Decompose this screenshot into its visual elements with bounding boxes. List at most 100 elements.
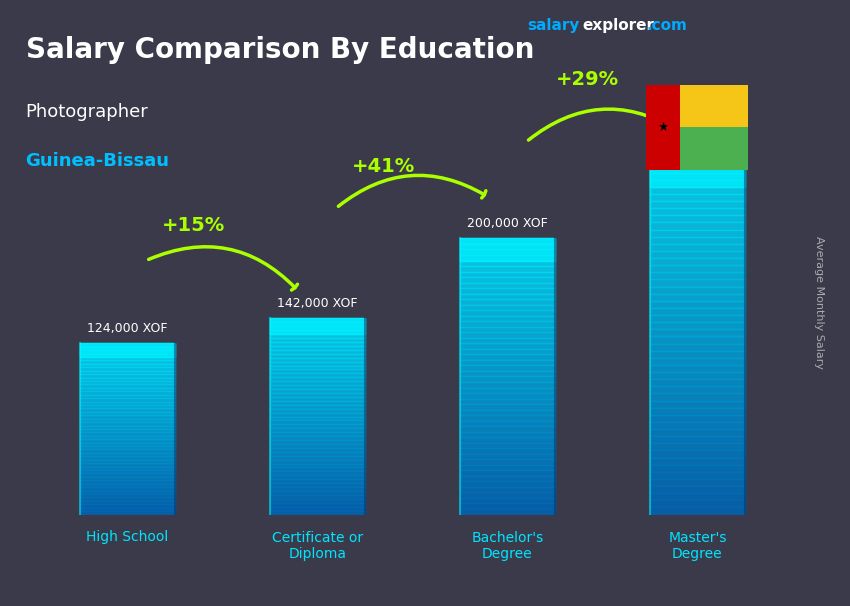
Bar [460,410,555,415]
Bar [80,364,174,367]
Bar [650,450,745,458]
Bar [269,338,365,342]
Bar [80,354,174,357]
Bar [650,272,745,279]
Bar [650,308,745,315]
Text: 200,000 XOF: 200,000 XOF [467,217,547,230]
Bar [269,511,365,514]
Bar [80,501,174,504]
Text: explorer: explorer [582,18,654,33]
Bar [269,483,365,487]
Bar [650,486,745,493]
Text: .com: .com [646,18,687,33]
Bar [269,507,365,511]
Bar [460,332,555,338]
Bar [650,165,745,173]
Bar [80,388,174,391]
Bar [460,454,555,459]
Bar [269,354,365,358]
Bar [269,319,365,322]
Bar [269,389,365,393]
Text: +15%: +15% [162,216,225,236]
Bar [460,365,555,371]
Bar [460,426,555,431]
Bar [269,424,365,428]
Bar [80,460,174,463]
Bar [460,481,555,487]
Bar [650,301,745,308]
Bar [80,384,174,388]
Bar [460,443,555,448]
Bar [269,499,365,503]
Bar [80,391,174,395]
Bar [650,472,745,479]
Bar [650,244,745,251]
Bar [80,419,174,422]
Bar [269,448,365,452]
Bar [650,315,745,322]
Bar [650,465,745,472]
Bar [650,372,745,379]
Bar [269,456,365,459]
Bar [269,327,365,330]
Bar [80,504,174,508]
Bar [80,467,174,470]
Bar [80,405,174,408]
Bar [269,464,365,467]
Bar [269,452,365,456]
Bar [269,471,365,475]
Bar [269,405,365,408]
Bar [269,362,365,365]
Bar [80,484,174,487]
Bar [650,408,745,415]
Bar [460,294,555,299]
Bar [269,397,365,401]
Bar [460,288,555,294]
Bar [650,251,745,258]
Bar [269,416,365,421]
Bar [460,498,555,504]
Bar [460,271,555,277]
Bar [269,428,365,432]
Bar [269,436,365,440]
Bar [80,422,174,425]
Bar [80,456,174,460]
Bar [650,158,745,165]
Bar [650,215,745,222]
Bar [460,376,555,382]
Bar [269,342,365,346]
Bar [269,358,365,362]
Bar [460,299,555,305]
Bar [460,338,555,344]
Bar [460,465,555,470]
Bar [460,399,555,404]
Bar [460,387,555,393]
Bar [650,265,745,272]
Bar [460,238,555,244]
Bar [650,365,745,372]
Bar [460,255,555,261]
Bar [650,208,745,215]
Bar [80,408,174,412]
Text: 142,000 XOF: 142,000 XOF [277,297,358,310]
Bar [460,476,555,481]
Bar [269,444,365,448]
Bar [269,495,365,499]
Bar [269,334,365,338]
Bar [80,450,174,453]
Bar [269,503,365,507]
Bar [269,378,365,381]
Bar [269,432,365,436]
Bar [460,360,555,365]
Bar [80,494,174,498]
Bar [80,477,174,481]
Bar [460,305,555,310]
Bar [650,422,745,429]
Bar [650,401,745,408]
Bar [460,349,555,355]
Bar [80,470,174,473]
Bar [80,436,174,439]
Bar [460,382,555,387]
Bar [80,357,174,361]
Text: ★: ★ [657,121,668,134]
